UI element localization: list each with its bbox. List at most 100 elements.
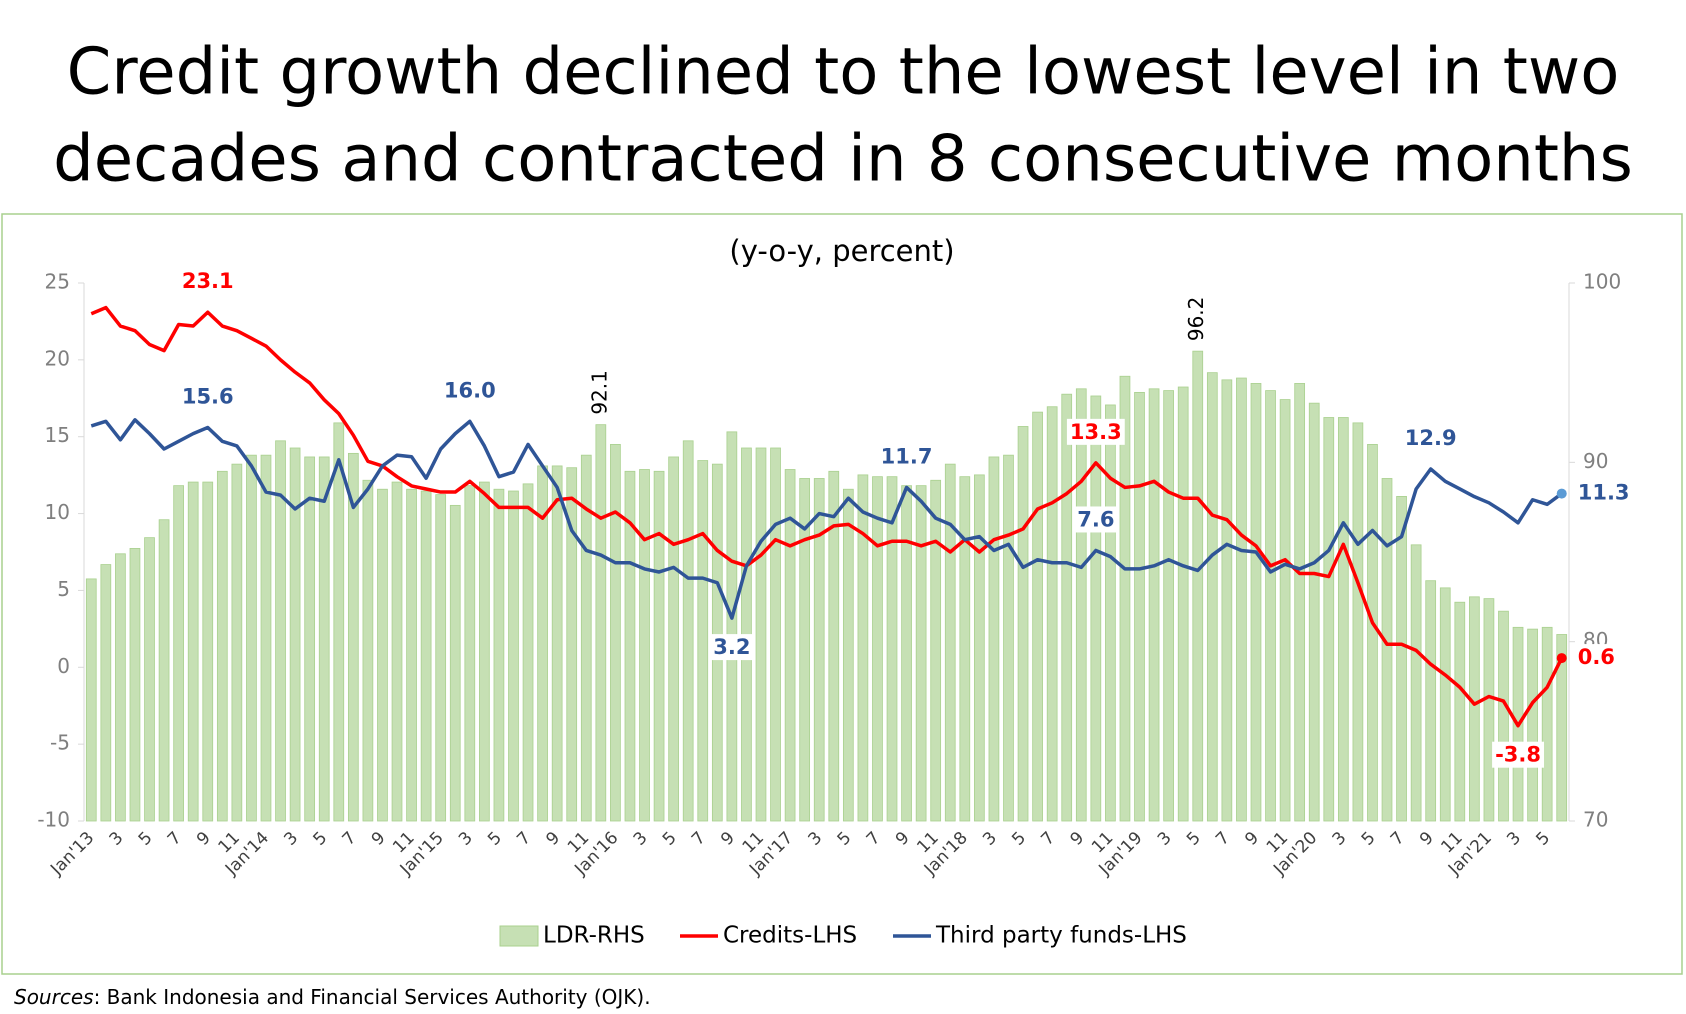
x-tick-label: 9 bbox=[193, 828, 215, 850]
x-tick-label: 5 bbox=[659, 828, 681, 850]
data-label-bg bbox=[440, 377, 499, 404]
data-label: -3.8 bbox=[1495, 743, 1541, 767]
bar bbox=[260, 454, 272, 822]
chart-title: decades and contracted in 8 consecutive … bbox=[53, 123, 1633, 197]
bar bbox=[144, 537, 155, 822]
bar bbox=[1381, 478, 1393, 822]
data-label-bg bbox=[1574, 644, 1618, 671]
bar bbox=[1279, 399, 1291, 822]
bar bbox=[304, 456, 316, 822]
bar bbox=[697, 460, 709, 822]
bar bbox=[347, 452, 359, 822]
bar bbox=[1192, 350, 1204, 822]
data-label: 7.6 bbox=[1077, 507, 1114, 531]
bar bbox=[1352, 422, 1364, 822]
bar bbox=[449, 504, 461, 822]
bar bbox=[872, 476, 883, 822]
bar bbox=[842, 488, 854, 822]
bar bbox=[1090, 395, 1102, 822]
line bbox=[90, 305, 1564, 728]
bar bbox=[595, 424, 607, 822]
y-tick-label: 25 bbox=[45, 270, 70, 294]
bar bbox=[653, 470, 665, 822]
data-label: 92.1 bbox=[587, 370, 611, 415]
bar bbox=[435, 494, 447, 822]
bar bbox=[479, 481, 490, 822]
legend-label: Credits-LHS bbox=[723, 923, 857, 949]
data-label: 15.6 bbox=[182, 384, 234, 408]
bar bbox=[522, 483, 534, 822]
bar bbox=[1454, 601, 1466, 822]
bar bbox=[1265, 390, 1276, 822]
bar bbox=[1396, 496, 1407, 822]
bar bbox=[828, 470, 840, 822]
bar bbox=[1556, 634, 1568, 822]
legend-label: Third party funds-LHS bbox=[935, 923, 1187, 949]
chart-frame bbox=[1, 213, 1683, 975]
source-label: Sources bbox=[14, 985, 94, 1009]
bar bbox=[377, 488, 388, 822]
bar bbox=[1221, 379, 1233, 822]
x-tick-label: 3 bbox=[804, 828, 826, 850]
bar bbox=[1032, 411, 1043, 822]
bar bbox=[129, 548, 141, 822]
x-tick-label: 5 bbox=[1008, 828, 1030, 850]
x-tick-label: 5 bbox=[484, 828, 506, 850]
data-label-bg bbox=[877, 443, 936, 470]
x-tick-label: 3 bbox=[280, 828, 302, 850]
bar bbox=[624, 470, 636, 822]
bar bbox=[1425, 580, 1437, 822]
x-tick-label: 3 bbox=[979, 828, 1001, 850]
bar bbox=[173, 485, 184, 822]
bar bbox=[1483, 598, 1495, 822]
bar bbox=[639, 469, 650, 822]
x-tick-label: 5 bbox=[1358, 828, 1380, 850]
x-tick-label: 7 bbox=[863, 828, 885, 850]
bar bbox=[1206, 372, 1218, 822]
bar bbox=[944, 463, 956, 822]
x-tick-label: 9 bbox=[1067, 828, 1089, 850]
bar bbox=[682, 440, 694, 822]
legend-swatch bbox=[499, 925, 539, 947]
data-label: 96.2 bbox=[1184, 297, 1208, 342]
bar bbox=[391, 481, 403, 822]
bar bbox=[508, 490, 519, 822]
x-tick-label: Jan'13 bbox=[46, 828, 98, 880]
x-tick-label: 5 bbox=[1183, 828, 1205, 850]
x-tick-label: 9 bbox=[542, 828, 564, 850]
source-text: : Bank Indonesia and Financial Services … bbox=[94, 985, 651, 1009]
bar bbox=[289, 447, 301, 822]
data-label: 11.3 bbox=[1578, 481, 1630, 505]
bar bbox=[246, 454, 257, 822]
bar bbox=[857, 474, 869, 822]
bar bbox=[886, 476, 898, 822]
data-label-bg bbox=[1401, 424, 1460, 451]
x-tick-label: 5 bbox=[834, 828, 856, 850]
bar bbox=[1527, 628, 1538, 822]
x-tick-label: 7 bbox=[688, 828, 710, 850]
bar bbox=[610, 443, 621, 822]
x-tick-label: 9 bbox=[368, 828, 390, 850]
bar bbox=[1323, 417, 1335, 822]
bar bbox=[1337, 417, 1349, 822]
data-label-bg bbox=[1492, 741, 1545, 768]
y-tick-label: 0 bbox=[57, 654, 70, 678]
bar bbox=[1439, 587, 1451, 822]
bar bbox=[1294, 383, 1306, 822]
y-tick-label: 5 bbox=[57, 577, 70, 601]
bar bbox=[551, 465, 563, 822]
bar bbox=[580, 454, 592, 822]
x-tick-label: 7 bbox=[1037, 828, 1059, 850]
data-label-bg bbox=[1066, 418, 1125, 445]
bar bbox=[901, 485, 912, 822]
bar bbox=[1105, 404, 1116, 822]
end-point-marker bbox=[1556, 653, 1567, 664]
data-label-bg bbox=[1574, 479, 1633, 506]
chart-title: Credit growth declined to the lowest lev… bbox=[67, 36, 1620, 110]
x-tick-label: 9 bbox=[892, 828, 914, 850]
bar bbox=[915, 485, 927, 822]
bar bbox=[770, 447, 781, 822]
bar bbox=[1148, 388, 1160, 822]
